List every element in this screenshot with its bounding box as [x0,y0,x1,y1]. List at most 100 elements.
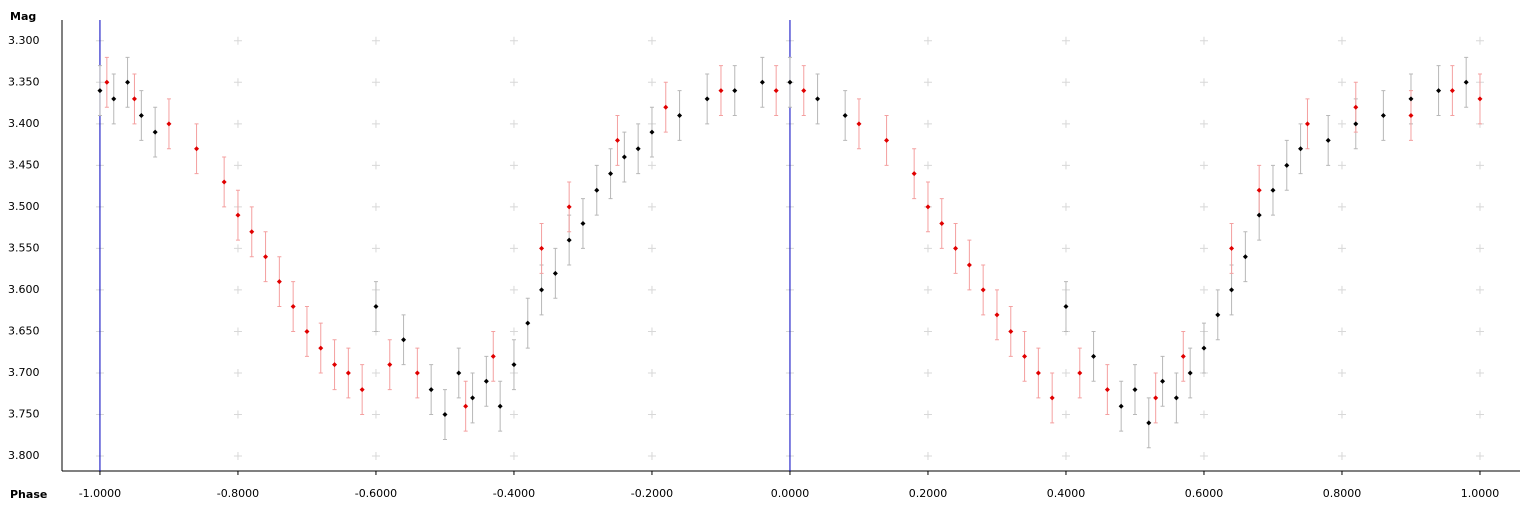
grid-cross [1475,368,1484,377]
grid-cross [371,368,380,377]
grid-cross [1061,244,1070,253]
grid-cross [647,36,656,45]
grid-cross [1061,452,1070,461]
grid-cross [923,244,932,253]
x-tick-label: 0.6000 [1185,487,1224,500]
grid-cross [233,327,242,336]
grid-cross [647,161,656,170]
data-point [401,337,407,343]
data-point [1180,353,1186,359]
data-point [621,154,627,160]
data-point [1187,370,1193,376]
grid-cross [233,36,242,45]
grid-cross [647,202,656,211]
data-point [1284,162,1290,168]
data-point [1146,420,1152,426]
grid-cross [1199,452,1208,461]
data-point [635,146,641,152]
data-point [539,245,545,251]
data-point [1304,121,1310,127]
data-point [1256,212,1262,218]
grid-cross [647,244,656,253]
x-tick-label: -0.4000 [493,487,535,500]
x-tick-label: -0.6000 [355,487,397,500]
data-point [1215,312,1221,318]
grid-cross [371,452,380,461]
grid-cross [1475,202,1484,211]
data-point [525,320,531,326]
grid-cross [923,78,932,87]
grid-cross [1061,119,1070,128]
x-tick-label: -0.8000 [217,487,259,500]
grid-cross [233,78,242,87]
data-point [1049,395,1055,401]
data-point [332,362,338,368]
grid-cross [923,452,932,461]
grid-cross [647,327,656,336]
data-point [1035,370,1041,376]
data-point [966,262,972,268]
grid-cross [1475,452,1484,461]
grid-cross [1337,119,1346,128]
data-point [925,204,931,210]
data-point [1077,370,1083,376]
grid-cross [1061,410,1070,419]
data-point [428,387,434,393]
y-axis-label: Mag [10,10,36,23]
data-point [539,287,545,293]
data-point [1173,395,1179,401]
grid-cross [923,285,932,294]
data-point [1325,137,1331,143]
x-tick-label: 0.0000 [771,487,810,500]
grid-cross [1337,410,1346,419]
data-point [1118,403,1124,409]
grid-cross [233,161,242,170]
data-point [235,212,241,218]
x-axis-label: Phase [10,488,47,501]
data-point [994,312,1000,318]
y-tick-label: 3.750 [8,408,40,421]
grid-cross [1199,161,1208,170]
data-point [594,187,600,193]
grid-cross [647,452,656,461]
data-point [1408,96,1414,102]
grid-cross [923,161,932,170]
grid-cross [1061,202,1070,211]
y-tick-label: 3.350 [8,75,40,88]
data-point [1353,104,1359,110]
data-point [318,345,324,351]
grid-cross [1199,285,1208,294]
grid-cross [1337,285,1346,294]
grid-cross [509,161,518,170]
grid-cross [923,410,932,419]
grid-cross [371,36,380,45]
grid-cross [647,410,656,419]
grid-cross [1061,368,1070,377]
grid-cross [1337,452,1346,461]
data-point [104,79,110,85]
data-point [580,220,586,226]
grid-cross [233,285,242,294]
data-point [304,328,310,334]
grid-cross [371,202,380,211]
data-point [111,96,117,102]
data-point [953,245,959,251]
grid-cross [1199,410,1208,419]
data-point [608,171,614,177]
grid-cross [509,36,518,45]
grid-cross [1199,244,1208,253]
grid-cross [233,119,242,128]
data-point [552,270,558,276]
data-point [677,113,683,119]
grid-cross [1061,36,1070,45]
x-tick-label: 0.8000 [1323,487,1362,500]
data-point [511,362,517,368]
y-tick-label: 3.500 [8,200,40,213]
grid-cross [509,452,518,461]
data-point [911,171,917,177]
data-point [614,137,620,143]
grid-cross [1337,161,1346,170]
grid-cross [1337,327,1346,336]
grid-cross [371,161,380,170]
